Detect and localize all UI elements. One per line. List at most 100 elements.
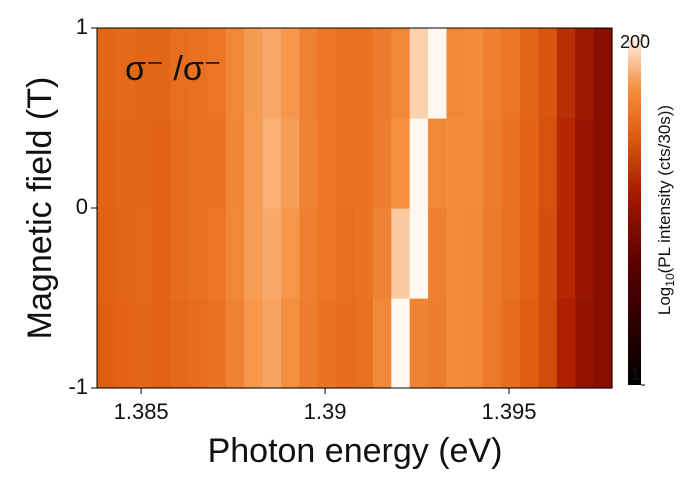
heatmap-cell xyxy=(299,28,319,119)
heatmap-cell xyxy=(409,28,429,119)
heatmap-cell xyxy=(244,118,264,209)
heatmap-cell xyxy=(372,28,392,119)
heatmap-cell xyxy=(133,28,153,119)
heatmap-cell xyxy=(446,298,466,389)
heatmap-cell xyxy=(299,208,319,299)
heatmap-cell xyxy=(115,118,135,209)
heatmap-cell xyxy=(483,28,503,119)
x-axis-label: Photon energy (eV) xyxy=(208,432,503,470)
heatmap-cell xyxy=(483,208,503,299)
y-axis-label: Magnetic field (T) xyxy=(21,77,59,340)
heatmap-cell xyxy=(262,208,282,299)
heatmap-cell xyxy=(317,28,337,119)
heatmap-cell xyxy=(446,208,466,299)
heatmap-cell xyxy=(188,28,208,119)
heatmap-cell xyxy=(262,298,282,389)
heatmap-cell xyxy=(115,208,135,299)
heatmap-cell xyxy=(464,118,484,209)
heatmap-cell xyxy=(299,298,319,389)
heatmap-cell xyxy=(501,118,521,209)
heatmap-cell xyxy=(317,118,337,209)
heatmap-cell xyxy=(170,28,190,119)
heatmap-cell xyxy=(556,298,576,389)
heatmap-cell xyxy=(464,208,484,299)
heatmap-cell xyxy=(446,118,466,209)
heatmap-cell xyxy=(207,208,227,299)
heatmap-cell xyxy=(336,118,356,209)
heatmap-cell xyxy=(556,118,576,209)
heatmap-cell xyxy=(133,298,153,389)
colorbar-tick-label: 1 xyxy=(630,364,640,384)
x-tick-label: 1.385 xyxy=(114,399,169,424)
heatmap-cell xyxy=(520,118,540,209)
heatmap-cell xyxy=(575,298,595,389)
heatmap-cell xyxy=(354,28,374,119)
colorbar xyxy=(628,35,641,385)
heatmap-cell xyxy=(575,208,595,299)
heatmap-cell xyxy=(244,298,264,389)
heatmap-cell xyxy=(409,298,429,389)
heatmap-cell xyxy=(133,118,153,209)
heatmap-cell xyxy=(299,118,319,209)
heatmap-cell xyxy=(354,208,374,299)
heatmap-cell xyxy=(225,28,245,119)
heatmap-cell xyxy=(152,28,172,119)
colorbar-label: Log10(PL intensity (cts/30s)) xyxy=(655,105,677,315)
heatmap-cell xyxy=(280,28,300,119)
heatmap-cell xyxy=(538,28,558,119)
x-tick-label: 1.395 xyxy=(481,399,536,424)
heatmap-cell xyxy=(520,208,540,299)
heatmap-cell xyxy=(336,298,356,389)
heatmap-cell xyxy=(593,298,613,389)
heatmap-cell xyxy=(556,208,576,299)
heatmap-cell xyxy=(520,28,540,119)
heatmap-cell xyxy=(317,298,337,389)
heatmap-cell xyxy=(225,118,245,209)
heatmap-cell xyxy=(354,118,374,209)
heatmap-cell xyxy=(97,28,116,119)
annotation: σ⁻ /σ⁻ xyxy=(125,50,222,88)
heatmap-cell xyxy=(372,298,392,389)
heatmap-cell xyxy=(152,118,172,209)
heatmap-cell xyxy=(391,208,411,299)
heatmap-cell xyxy=(280,298,300,389)
heatmap-cell xyxy=(225,298,245,389)
heatmap-cell xyxy=(97,298,116,389)
heatmap-cell xyxy=(354,298,374,389)
heatmap-cell xyxy=(225,208,245,299)
heatmap-cell xyxy=(593,28,613,119)
heatmap-cell xyxy=(501,208,521,299)
heatmap-cell xyxy=(391,28,411,119)
heatmap-cell xyxy=(97,208,116,299)
heatmap-cell xyxy=(556,28,576,119)
heatmap-cell xyxy=(483,298,503,389)
heatmap-cell xyxy=(483,118,503,209)
heatmap-cell xyxy=(280,208,300,299)
colorbar-label-sub: 10 xyxy=(663,273,677,287)
heatmap-cell xyxy=(501,298,521,389)
heatmap-cell xyxy=(538,298,558,389)
heatmap-cell xyxy=(115,28,135,119)
heatmap-cell xyxy=(464,28,484,119)
y-tick-label: -1 xyxy=(68,374,88,399)
heatmap-cell xyxy=(575,118,595,209)
heatmap-cell xyxy=(428,118,448,209)
x-tick-label: 1.39 xyxy=(304,399,347,424)
heatmap-cell xyxy=(520,298,540,389)
heatmap-cell xyxy=(446,28,466,119)
heatmap-cell xyxy=(317,208,337,299)
heatmap-cell xyxy=(464,298,484,389)
heatmap-cell xyxy=(409,118,429,209)
heatmap-cell xyxy=(188,118,208,209)
heatmap-cell xyxy=(501,28,521,119)
heatmap-cell xyxy=(152,298,172,389)
heatmap-cell xyxy=(391,118,411,209)
heatmap-cell xyxy=(372,208,392,299)
heatmap-cell xyxy=(133,208,153,299)
colorbar-tick-label: 200 xyxy=(620,32,650,52)
heatmap-cell xyxy=(428,28,448,119)
heatmap-cell xyxy=(244,208,264,299)
heatmap-cell xyxy=(336,208,356,299)
heatmap-cell xyxy=(428,208,448,299)
